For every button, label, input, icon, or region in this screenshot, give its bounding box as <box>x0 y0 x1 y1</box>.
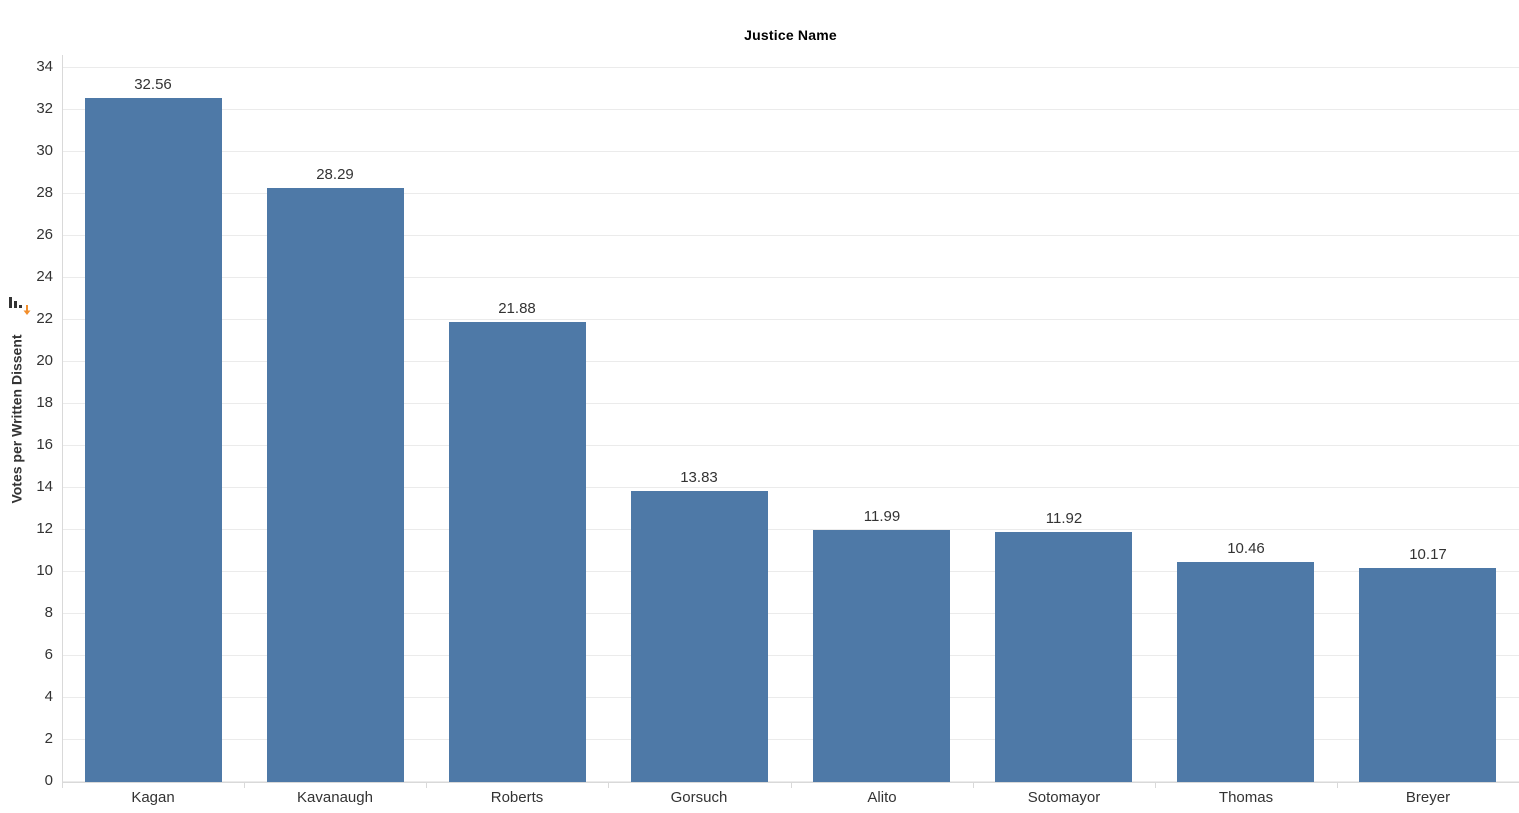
x-tick-mark <box>1155 782 1156 788</box>
y-tick-label: 0 <box>44 772 53 789</box>
gridline <box>62 235 1519 236</box>
y-tick-label: 28 <box>36 184 53 201</box>
x-category-label[interactable]: Kavanaugh <box>297 789 373 806</box>
gridline <box>62 613 1519 614</box>
bar-kavanaugh[interactable] <box>267 188 404 782</box>
x-category-label[interactable]: Breyer <box>1405 789 1451 806</box>
bar-thomas[interactable] <box>1177 562 1314 782</box>
x-category-label[interactable]: Roberts <box>490 789 544 806</box>
plot-area: 32.56 28.29 21.88 13.83 11.99 11.92 10.46 10.17 <box>62 55 1519 788</box>
x-tick-mark <box>791 782 792 788</box>
bar-value-label: 10.17 <box>1409 546 1447 563</box>
bar-alito[interactable] <box>813 530 950 782</box>
bar-gorsuch[interactable] <box>631 491 768 782</box>
x-tick-mark <box>244 782 245 788</box>
bar-value-label: 11.92 <box>1045 510 1083 527</box>
y-tick-label: 30 <box>36 142 53 159</box>
gridline <box>62 445 1519 446</box>
gridline <box>62 151 1519 152</box>
y-tick-label: 6 <box>44 646 53 663</box>
y-tick-label: 14 <box>36 478 53 495</box>
bar-value-label: 13.83 <box>680 469 718 486</box>
sort-descending-icon[interactable] <box>8 295 24 309</box>
bar-value-label: 10.46 <box>1227 540 1265 557</box>
x-category-label[interactable]: Sotomayor <box>1027 789 1101 806</box>
gridline <box>62 193 1519 194</box>
gridline <box>62 655 1519 656</box>
bar-roberts[interactable] <box>449 322 586 782</box>
y-tick-label: 34 <box>36 58 53 75</box>
gridline <box>62 277 1519 278</box>
bar-value-label: 32.56 <box>134 76 172 93</box>
x-tick-mark <box>608 782 609 788</box>
y-tick-label: 8 <box>44 604 53 621</box>
y-tick-label: 2 <box>44 730 53 747</box>
sort-arrow-icon <box>23 305 31 315</box>
y-axis-line <box>62 55 63 782</box>
x-tick-mark <box>426 782 427 788</box>
x-category-label[interactable]: Alito <box>867 789 897 806</box>
y-tick-label: 32 <box>36 100 53 117</box>
y-tick-label: 24 <box>36 268 53 285</box>
y-tick-label: 18 <box>36 394 53 411</box>
gridline <box>62 319 1519 320</box>
x-category-label[interactable]: Thomas <box>1218 789 1274 806</box>
gridline <box>62 781 1519 782</box>
x-tick-mark <box>62 782 63 788</box>
y-tick-label: 22 <box>36 310 53 327</box>
y-tick-label: 4 <box>44 688 53 705</box>
y-tick-label: 26 <box>36 226 53 243</box>
gridline <box>62 109 1519 110</box>
y-tick-label: 10 <box>36 562 53 579</box>
x-tick-mark <box>1337 782 1338 788</box>
bar-value-label: 11.99 <box>863 508 901 525</box>
y-axis-title[interactable]: Votes per Written Dissent <box>0 55 34 782</box>
bar-sotomayor[interactable] <box>995 532 1132 782</box>
gridline <box>62 67 1519 68</box>
bar-kagan[interactable] <box>85 98 222 782</box>
gridline <box>62 487 1519 488</box>
gridline <box>62 529 1519 530</box>
gridline <box>62 403 1519 404</box>
y-tick-label: 16 <box>36 436 53 453</box>
chart-title: Justice Name <box>744 27 837 43</box>
gridline <box>62 697 1519 698</box>
bar-value-label: 28.29 <box>316 166 354 183</box>
gridline <box>62 361 1519 362</box>
y-tick-label: 20 <box>36 352 53 369</box>
x-axis-line <box>62 782 1519 783</box>
x-tick-mark <box>973 782 974 788</box>
gridline <box>62 739 1519 740</box>
x-category-label[interactable]: Gorsuch <box>670 789 728 806</box>
y-tick-label: 12 <box>36 520 53 537</box>
x-category-label[interactable]: Kagan <box>131 789 175 806</box>
bar-value-label: 21.88 <box>498 300 536 317</box>
bar-breyer[interactable] <box>1359 568 1496 782</box>
gridline <box>62 571 1519 572</box>
